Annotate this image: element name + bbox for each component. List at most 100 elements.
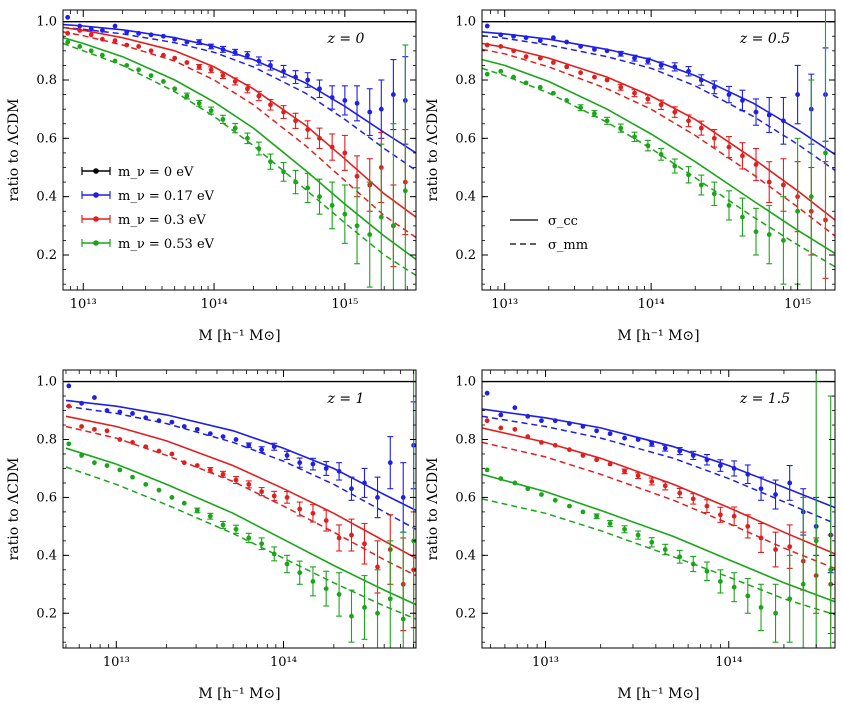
data-point — [711, 135, 717, 141]
series-sigma-cc-line — [65, 415, 416, 559]
data-point — [498, 44, 504, 49]
data-point — [511, 33, 516, 39]
y-tick-label: 0.2 — [455, 248, 476, 263]
y-tick-label: 0.2 — [36, 606, 57, 621]
data-point — [143, 415, 149, 421]
data-point — [156, 448, 162, 454]
data-point — [773, 547, 778, 552]
data-point — [156, 487, 162, 493]
data-point — [305, 77, 311, 83]
data-point — [232, 79, 238, 84]
data-point — [196, 64, 202, 70]
data-point — [686, 68, 691, 74]
data-point — [79, 453, 84, 458]
data-point — [220, 522, 226, 528]
data-point — [592, 111, 597, 116]
series-sigma-cc-line — [482, 473, 835, 603]
legend-swatch-dot — [93, 168, 99, 174]
data-point — [245, 135, 250, 141]
legend-line-styles: σ_cc σ_mm — [510, 214, 588, 253]
data-point — [181, 424, 187, 429]
data-point — [731, 513, 737, 519]
x-tick-label: 10¹³ — [532, 655, 559, 670]
data-point — [484, 42, 490, 48]
data-point — [632, 90, 637, 96]
series-sigma-cc-line — [482, 42, 835, 221]
x-tick-label: 10¹⁴ — [201, 297, 228, 312]
data-point — [512, 426, 518, 432]
data-point — [99, 36, 105, 42]
data-point — [537, 55, 543, 61]
series-sigma-mm-line — [65, 405, 416, 530]
data-point — [172, 55, 178, 61]
data-point — [677, 490, 683, 496]
data-point — [662, 445, 668, 451]
x-axis-label: M [h⁻¹ M⊙] — [617, 686, 699, 702]
data-point — [259, 489, 265, 495]
data-point — [823, 150, 828, 156]
data-point — [130, 411, 135, 416]
series-sigma-mm-line — [482, 48, 835, 237]
data-point — [618, 51, 624, 57]
data-point — [259, 541, 265, 547]
data-point — [552, 497, 558, 503]
data-point — [525, 434, 531, 440]
data-point — [781, 118, 786, 124]
data-point — [758, 535, 764, 541]
data-point — [323, 466, 329, 471]
data-point — [79, 424, 84, 429]
data-point — [233, 526, 239, 532]
data-point — [92, 460, 97, 466]
chart-panel-2: 0.2 0.4 0.6 0.8 1.0 10¹³ 10¹⁴ ratio to ΛCDM M [h… — [6, 369, 417, 702]
data-point — [181, 460, 187, 466]
data-point — [245, 52, 250, 58]
data-point — [169, 451, 175, 457]
data-point — [686, 172, 691, 178]
data-point — [552, 442, 558, 448]
data-point — [284, 495, 290, 500]
data-point — [658, 63, 664, 68]
data-point — [293, 74, 298, 80]
data-point — [498, 476, 504, 481]
y-axis-label: ratio to ΛCDM — [425, 99, 441, 202]
data-point — [662, 483, 668, 489]
series-sigma-mm-line — [482, 67, 835, 268]
data-point — [690, 453, 696, 458]
data-point — [104, 408, 110, 413]
data-point — [271, 551, 277, 557]
data-point — [622, 468, 627, 474]
data-point — [281, 109, 286, 115]
data-point — [567, 503, 572, 509]
data-point — [172, 86, 178, 92]
data-point — [284, 561, 290, 567]
data-point — [758, 486, 764, 492]
data-point — [773, 610, 778, 616]
data-point — [194, 508, 200, 513]
data-point — [233, 477, 239, 483]
data-point — [658, 151, 664, 157]
data-point — [256, 93, 262, 99]
series-sigma-cc-line — [482, 31, 835, 156]
data-point — [594, 513, 600, 519]
y-tick-label: 0.8 — [36, 73, 57, 88]
data-point — [511, 74, 516, 80]
data-point — [92, 395, 97, 400]
x-axis-label: M [h⁻¹ M⊙] — [617, 328, 699, 344]
data-point — [293, 118, 298, 124]
data-point — [169, 419, 175, 425]
data-point — [766, 232, 772, 237]
series-sigma-cc-line — [482, 408, 835, 509]
y-tick-label: 0.8 — [455, 73, 476, 88]
data-point — [232, 125, 238, 131]
data-point — [281, 68, 286, 74]
data-point — [731, 584, 737, 590]
data-point — [484, 418, 490, 424]
data-point — [130, 439, 135, 445]
data-point — [378, 214, 384, 220]
data-point — [635, 532, 641, 538]
data-point — [148, 73, 154, 79]
data-point — [704, 568, 710, 574]
data-point — [342, 211, 348, 217]
y-tick-label: 0.4 — [455, 190, 476, 205]
data-point — [208, 108, 214, 114]
